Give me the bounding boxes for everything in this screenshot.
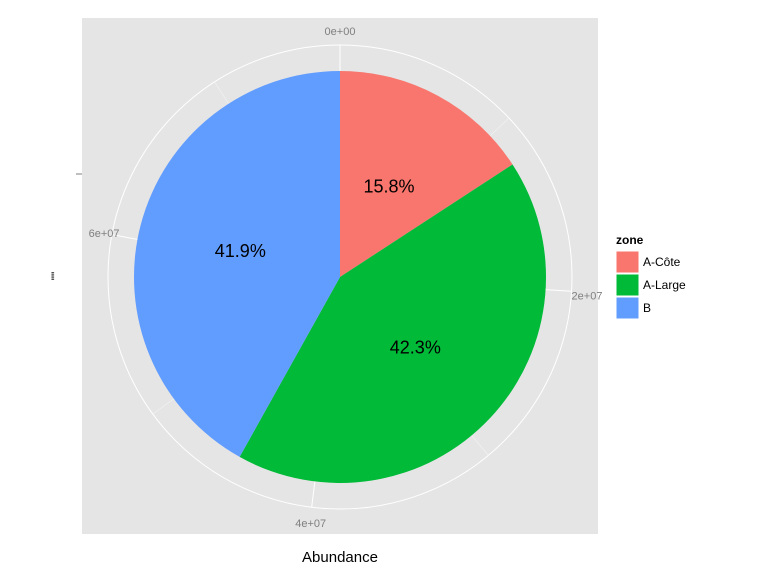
grid-minor-spoke (489, 117, 510, 137)
legend: zone A-Côte A-Large B (615, 233, 686, 320)
grid-spoke (111, 234, 138, 240)
legend-key-b (615, 296, 640, 320)
legend-label: A-Large (643, 278, 686, 292)
grid-minor-spoke (214, 81, 229, 104)
grid-minor-spoke (471, 435, 489, 456)
slice-percent-label: 41.9% (215, 241, 266, 261)
grid-spoke (545, 289, 572, 292)
pie-slice-b (133, 71, 340, 457)
theta-ticks: 0e+00 2e+07 4e+07 6e+07 (89, 26, 603, 530)
legend-key-a-large (615, 273, 640, 297)
polar-grid (107, 44, 573, 510)
pie-slices (133, 71, 546, 484)
pie-slice-a-large (239, 164, 546, 484)
slice-labels: 15.8% 42.3% 41.9% (215, 176, 441, 357)
theta-tick-label: 0e+00 (325, 26, 356, 38)
theta-tick-label: 2e+07 (572, 291, 603, 303)
x-axis-title: Abundance (302, 549, 378, 566)
slice-percent-label: 15.8% (364, 176, 415, 196)
slice-percent-label: 42.3% (390, 337, 441, 357)
legend-label: B (643, 301, 651, 315)
theta-tick-label: 6e+07 (89, 228, 120, 240)
grid-minor-spoke (152, 398, 175, 415)
y-axis-title: "" (49, 272, 63, 281)
legend-key-a-c-te (615, 250, 640, 274)
theta-tick-label: 4e+07 (295, 518, 326, 530)
legend-title: zone (616, 233, 644, 247)
grid-spoke (311, 481, 316, 508)
legend-label: A-Côte (643, 255, 681, 269)
pie-slice-a-c-te (340, 71, 513, 277)
